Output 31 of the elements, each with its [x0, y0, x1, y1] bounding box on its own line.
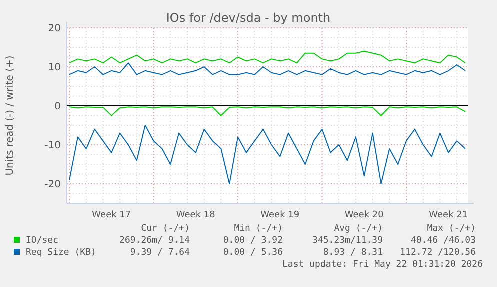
text: 9.39 / 7.64: [130, 248, 190, 258]
text: 345.23m/11.39: [312, 236, 383, 246]
text: Min (-/+): [234, 224, 283, 234]
x-tick-label: Week 20: [344, 210, 384, 220]
x-tick-label: Week 17: [92, 210, 132, 220]
text: 0.00 / 5.36: [223, 248, 283, 258]
x-tick-label: Week 21: [429, 210, 468, 220]
text: 40.46 /46.03: [410, 236, 476, 246]
y-axis-title: Units read (-) / write (+): [5, 56, 16, 176]
x-tick-label: Week 19: [260, 210, 300, 220]
y-tick-label: -20: [44, 180, 61, 190]
text: 8.93 / 8.31: [323, 248, 383, 258]
text: Avg (-/+): [334, 224, 383, 234]
legend-label: IO/sec: [26, 236, 59, 246]
text: 112.72 /120.56: [400, 248, 476, 258]
line-series: [69, 125, 466, 184]
text: 269.26m/ 9.14: [120, 236, 190, 246]
text: Last update: Fri May 22 01:31:20 2026: [282, 260, 483, 270]
line-series: [69, 50, 466, 64]
y-tick-label: 10: [48, 62, 61, 74]
y-tick-label: 0: [54, 102, 61, 112]
text: Max (-/+): [427, 224, 476, 234]
chart-title: IOs for /dev/sda - by month: [166, 11, 331, 25]
line-series: [69, 106, 466, 116]
x-tick-label: Week 18: [176, 210, 216, 220]
text: Cur (-/+): [141, 224, 190, 234]
text: 0.00 / 3.92: [223, 236, 283, 246]
y-tick-label: -10: [44, 140, 61, 152]
y-tick-label: 20: [48, 24, 61, 34]
legend-label: Req Size (KB): [26, 248, 96, 258]
line-series: [69, 62, 466, 76]
